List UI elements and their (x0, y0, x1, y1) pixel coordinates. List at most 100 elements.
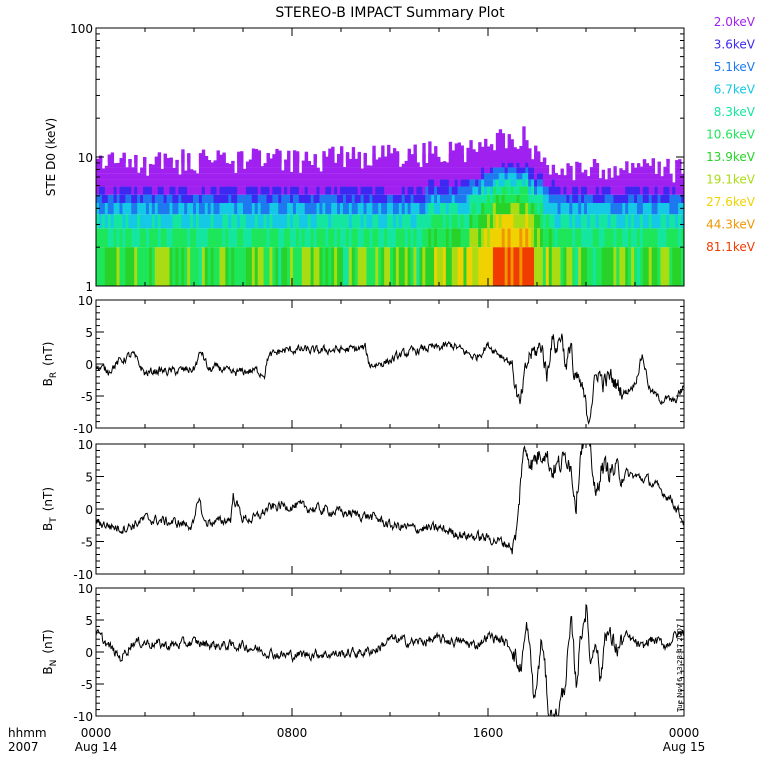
spectrogram-cell (575, 194, 579, 203)
spectrogram-cell (287, 247, 291, 286)
spectrogram-cell (269, 247, 273, 286)
y-tick-label: -10 (73, 568, 93, 582)
spectrogram-cell (628, 202, 632, 215)
spectrogram-cell (257, 202, 262, 215)
spectrogram-cell (348, 173, 353, 180)
spectrogram-cell (425, 228, 429, 248)
spectrogram-cell (290, 186, 294, 195)
spectrogram-cell (372, 247, 376, 286)
spectrogram-cell (342, 167, 347, 174)
spectrogram-cell (331, 202, 335, 215)
spectrogram-cell (413, 186, 417, 195)
spectrogram-cell (498, 194, 503, 203)
spectrogram-cell (554, 179, 558, 187)
spectrogram-cell (116, 202, 120, 215)
spectrogram-cell (316, 202, 320, 215)
spectrogram-cell (569, 179, 573, 187)
spectrogram-cell (287, 186, 291, 195)
spectrogram-cell (360, 173, 364, 180)
spectrogram-cell (166, 202, 170, 215)
spectrogram-cell (434, 159, 438, 168)
spectrogram-cell (390, 186, 394, 195)
spectrogram-cell (381, 194, 385, 203)
spectrogram-cell (501, 247, 506, 286)
spectrogram-cell (301, 186, 306, 195)
spectrogram-cell (163, 159, 167, 168)
spectrogram-cell (425, 173, 429, 180)
spectrogram-cell (122, 173, 126, 180)
spectrogram-cell (592, 228, 597, 248)
spectrogram-cell (163, 247, 167, 286)
spectrogram-cell (557, 202, 561, 215)
spectrogram-cell (131, 173, 135, 180)
spectrogram-cell (489, 194, 494, 203)
spectrogram-cell (351, 214, 356, 229)
spectrogram-cell (366, 186, 370, 195)
spectrogram-cell (466, 194, 470, 203)
spectrogram-cell (622, 214, 626, 229)
spectrogram-cell (216, 202, 220, 215)
spectrogram-cell (513, 228, 517, 248)
br-ylabel-main: B (41, 378, 55, 386)
spectrogram-cell (675, 194, 679, 203)
spectrogram-cell (445, 214, 450, 229)
spectrogram-cell (625, 179, 629, 187)
spectrogram-cell (269, 202, 273, 215)
spectrogram-cell (451, 186, 456, 195)
spectrogram-cell (372, 179, 376, 187)
spectrogram-cell (204, 159, 209, 168)
spectrogram-cell (198, 173, 203, 180)
spectrogram-cell (231, 186, 235, 195)
y-tick-label: 10 (78, 582, 93, 596)
spectrogram-cell (334, 194, 338, 203)
spectrogram-cell (669, 173, 673, 180)
spectrogram-cell (410, 194, 414, 203)
spectrogram-cell (657, 161, 661, 168)
spectrogram-cell (672, 182, 676, 187)
spectrogram-cell (154, 247, 159, 286)
spectrogram-cell (257, 173, 262, 180)
spectrogram-cell (248, 179, 253, 187)
spectrogram-cell (531, 159, 535, 163)
spectrogram-cell (104, 194, 109, 203)
spectrogram-cell (381, 145, 385, 163)
spectrogram-cell (566, 179, 570, 187)
spectrogram-cell (160, 247, 165, 286)
spectrogram-cell (187, 159, 191, 168)
spectrogram-cell (616, 228, 620, 248)
spectrogram-cell (307, 161, 312, 163)
spectrogram-cell (187, 247, 191, 286)
spectrogram-cell (431, 153, 435, 163)
spectrogram-cell (407, 247, 411, 286)
spectrogram-cell (548, 174, 553, 180)
spectrogram-cell (648, 186, 653, 195)
spectrogram-cell (378, 202, 382, 215)
spectrogram-cell (172, 179, 176, 187)
spectrogram-cell (495, 194, 500, 203)
spectrogram-cell (445, 179, 450, 187)
spectrogram-cell (625, 247, 629, 286)
spectrogram-cell (460, 145, 464, 163)
spectrogram-cell (422, 143, 426, 163)
spectrogram-cell (363, 214, 367, 229)
spectrogram-cell (295, 167, 300, 174)
spectrogram-cell (481, 228, 485, 248)
spectrogram-cell (554, 194, 558, 203)
spectrogram-cell (434, 194, 438, 203)
spectrogram-cell (228, 186, 232, 195)
spectrogram-cell (234, 194, 238, 203)
spectrogram-cell (231, 214, 235, 229)
spectrogram-cell (542, 202, 547, 215)
spectrogram-cell (442, 202, 447, 215)
spectrogram-cell (566, 194, 570, 203)
spectrogram-cell (140, 194, 144, 203)
spectrogram-cell (198, 159, 203, 168)
spectrogram-cell (439, 167, 444, 174)
spectrogram-cell (516, 228, 520, 248)
spectrogram-cell (390, 214, 394, 229)
spectrogram-cell (660, 228, 664, 248)
legend-entry: 27.6keV (706, 195, 756, 209)
spectrogram-cell (489, 159, 494, 168)
spectrogram-cell (563, 202, 567, 215)
spectrogram-cell (442, 161, 447, 163)
